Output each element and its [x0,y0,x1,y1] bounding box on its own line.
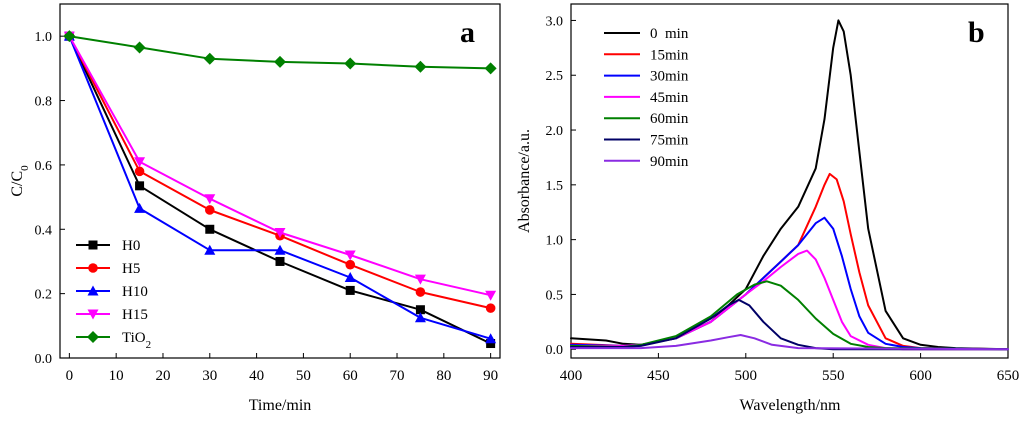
chart-a-point-h15 [274,227,286,238]
chart-b-series-line-30min [570,216,1009,351]
chart-b-series-line-60min [570,280,1009,351]
chart-a-y-tick-label: 1.0 [35,30,53,45]
chart-b-x-tick-label: 600 [909,368,932,384]
chart-b-legend-label-60min: 60min [650,111,689,127]
chart-a-x-tick-label: 40 [249,368,264,384]
chart-b-legend: 0 min 15min 30min 45min 60min 75min 90min [604,26,689,170]
chart-a-point-h0 [345,285,355,295]
chart-a-y-tick-label: 0.4 [35,223,53,238]
chart-a-legend-marker-h10 [87,285,99,296]
chart-a-point-h0 [275,256,285,266]
chart-a-y-tick-label: 0.2 [35,288,53,303]
chart-b-legend-label-30min: 30min [650,69,689,85]
chart-b-series-line-0min [570,19,1009,351]
chart-a-legend-label-h15: H15 [122,307,148,323]
chart-b-y-tick-label: 2.0 [546,124,564,139]
chart-a-x-tick-label: 20 [155,368,170,384]
chart-b: 400 450 500 550 600 6500.00.51.01.52.02.53.0 … [516,3,1020,414]
chart-a-point-h0 [205,224,215,234]
chart-a-point-h0 [135,181,145,191]
chart-a-panel-label: a [460,16,475,49]
chart-a-point-h10 [414,312,426,323]
chart-b-legend-label-45min: 45min [650,90,689,106]
chart-b-legend-label-75min: 75min [650,133,689,149]
chart-a-point-tio [484,62,497,75]
chart-a-point-h10 [485,333,497,344]
chart-b-legend-label-0min: 0 min [650,26,689,42]
chart-b-frame [570,3,1009,359]
chart-b-series-line-75min [570,298,1009,351]
chart-a-legend-marker-h0 [88,240,98,250]
chart-a-frame [59,3,501,359]
chart-a-x-tick-label: 50 [296,368,311,384]
chart-a-point-h5 [485,303,496,313]
chart-a-x-tick-label: 30 [202,368,217,384]
chart-a-legend-label-h10: H10 [122,284,148,300]
chart-a-point-h10 [134,202,146,213]
chart-a: 0 10 20 30 40 50 60 70 80 90 0.0 0.2 0.4 0.6 0.8 1.0 H0… [9,3,501,414]
chart-a-x-tick-label: 70 [390,368,405,384]
chart-a-point-h10 [204,244,216,255]
chart-b-x-tick-label: 650 [997,368,1020,384]
chart-a-point-tio [63,30,76,43]
chart-b-legend-label-90min: 90min [650,154,689,170]
chart-b-y-tick-label: 1.5 [546,179,564,194]
chart-a-point-h10 [344,272,356,283]
chart-b-x-label: Wavelength/nm [740,397,841,414]
chart-a-point-h5 [134,166,145,177]
chart-a-point-h5 [204,205,215,215]
chart-a-y-tick-label: 0.0 [35,352,53,367]
chart-a-legend-marker-h5 [88,263,98,273]
chart-b-legend-label-15min: 15min [650,47,689,63]
chart-a-legend-marker-tio [87,331,99,343]
chart-a-y-tick-label: 0.8 [35,95,53,110]
chart-b-x-tick-label: 550 [822,368,845,384]
chart-b-y-tick-label: 1.0 [546,234,564,249]
chart-a-y-tick-label: 0.6 [35,159,53,174]
chart-b-series-line-90min [570,334,1009,351]
chart-a-x-tick-label: 60 [343,368,358,384]
chart-a-legend-label-h5: H5 [122,261,140,277]
chart-a-point-h15 [204,194,216,205]
chart-a-point-tio [274,55,286,68]
chart-a-point-tio [344,57,357,70]
chart-a-point-h10 [274,244,286,255]
chart-a-point-tio [133,41,146,54]
chart-a-legend-marker-h15 [87,309,99,320]
chart-b-x-tick-label: 500 [735,368,758,384]
chart-a-point-h15 [485,290,497,301]
chart-b-y-tick-label: 0.0 [546,343,564,358]
chart-a-legend: H0 H5 H10 H15 TiO2 [76,238,151,351]
chart-a-legend-label-h0: H0 [122,238,140,254]
chart-a-point-h5 [345,259,356,270]
chart-a-point-h15 [134,157,146,168]
chart-b-y-tick-label: 2.5 [546,69,564,84]
chart-b-x-tick-label: 400 [560,368,583,384]
chart-b-y-tick-label: 3.0 [546,14,564,29]
chart-a-x-tick-label: 80 [436,368,451,384]
chart-a-point-h0 [486,339,496,349]
chart-b-y-tick-label: 0.5 [546,288,564,303]
chart-a-series-line-h15 [68,35,492,297]
chart-b-x-tick-label: 450 [647,368,670,384]
chart-a-point-tio [203,52,216,65]
chart-a-x-tick-label: 10 [109,368,124,384]
chart-a-point-h5 [415,287,426,297]
chart-b-panel-label: b [968,16,985,49]
chart-a-legend-label-tio: TiO2 [122,330,151,351]
chart-a-point-tio [414,60,427,73]
chart-a-point-h15 [414,274,426,285]
chart-a-x-tick-label: 0 [66,368,74,384]
chart-a-point-h0 [415,305,425,315]
chart-a-x-tick-label: 90 [483,368,498,384]
chart-a-x-label: Time/min [249,397,312,414]
chart-a-point-h15 [344,250,356,261]
chart-b-y-label: Absorbance/a.u. [516,129,533,233]
chart-b-series-line-45min [570,249,1009,351]
chart-a-y-label: C/C0 [9,165,31,197]
